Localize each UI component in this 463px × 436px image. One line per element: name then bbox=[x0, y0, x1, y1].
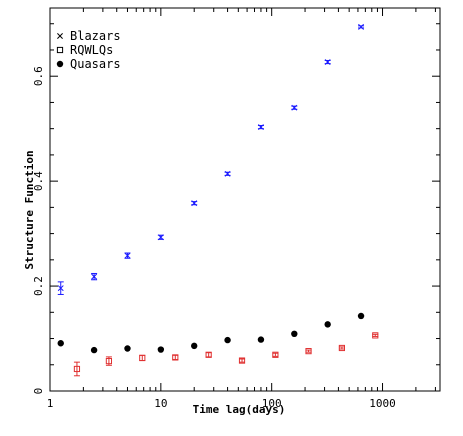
data-point bbox=[105, 357, 113, 365]
marker-stroke bbox=[57, 285, 64, 292]
data-series bbox=[57, 23, 379, 377]
data-point bbox=[157, 346, 165, 353]
x-tick-label: 1000 bbox=[369, 397, 396, 410]
marker-stroke bbox=[257, 124, 264, 131]
data-point bbox=[124, 252, 131, 259]
data-point bbox=[324, 321, 331, 328]
data-point bbox=[291, 104, 298, 111]
marker-stroke bbox=[191, 200, 198, 207]
data-point bbox=[205, 351, 212, 358]
data-point bbox=[157, 234, 164, 241]
tick-labels: 1 10 100 1000 0 0.2 0.4 0.6 bbox=[32, 66, 396, 410]
legend-marker bbox=[57, 33, 63, 39]
legend-label: RQWLQs bbox=[70, 43, 113, 57]
marker-stroke bbox=[291, 104, 298, 111]
data-point bbox=[372, 332, 379, 339]
legend-marker bbox=[56, 60, 64, 68]
data-point bbox=[57, 285, 64, 292]
data-point bbox=[191, 342, 198, 350]
legend-label: Blazars bbox=[70, 29, 121, 43]
y-tick-label: 0.4 bbox=[32, 171, 45, 191]
data-point bbox=[357, 312, 365, 320]
axis-ticks bbox=[49, 8, 440, 392]
marker-stroke bbox=[57, 33, 63, 39]
marker-stroke bbox=[324, 59, 331, 65]
y-tick-label: 0.6 bbox=[32, 66, 45, 86]
data-point bbox=[57, 340, 64, 347]
data-point bbox=[324, 59, 331, 65]
x-axis-title: Time lag(days) bbox=[193, 403, 286, 416]
data-point bbox=[291, 330, 298, 338]
series-quasars bbox=[57, 312, 365, 354]
legend-label: Quasars bbox=[70, 57, 121, 71]
data-point bbox=[257, 124, 264, 131]
series-blazars bbox=[57, 23, 365, 295]
x-tick-label: 10 bbox=[154, 397, 167, 410]
marker-stroke bbox=[358, 23, 364, 30]
data-point bbox=[224, 170, 231, 177]
plot-border bbox=[49, 7, 441, 392]
data-point bbox=[358, 23, 364, 30]
data-point bbox=[191, 200, 198, 207]
y-axis-title: Structure Function bbox=[23, 150, 36, 269]
series-rqwlqs bbox=[73, 332, 379, 377]
data-point bbox=[338, 344, 345, 352]
data-point bbox=[224, 336, 231, 344]
marker-stroke bbox=[224, 170, 231, 177]
data-point bbox=[172, 354, 179, 361]
data-point bbox=[238, 357, 246, 364]
data-point bbox=[257, 336, 265, 343]
data-point bbox=[124, 345, 131, 352]
y-tick-label: 0 bbox=[32, 388, 45, 395]
plot-frame bbox=[49, 7, 441, 392]
y-tick-label: 0.2 bbox=[32, 276, 45, 296]
data-point bbox=[305, 348, 312, 355]
data-point bbox=[139, 354, 146, 362]
marker-stroke bbox=[124, 252, 131, 259]
x-tick-label: 100 bbox=[262, 397, 282, 410]
x-tick-label: 1 bbox=[47, 397, 54, 410]
data-point bbox=[90, 346, 98, 354]
data-point bbox=[91, 273, 98, 280]
data-point bbox=[272, 351, 279, 358]
legend-marker bbox=[56, 46, 64, 54]
data-point bbox=[73, 365, 81, 373]
marker-stroke bbox=[157, 234, 164, 241]
marker-stroke bbox=[91, 273, 98, 280]
